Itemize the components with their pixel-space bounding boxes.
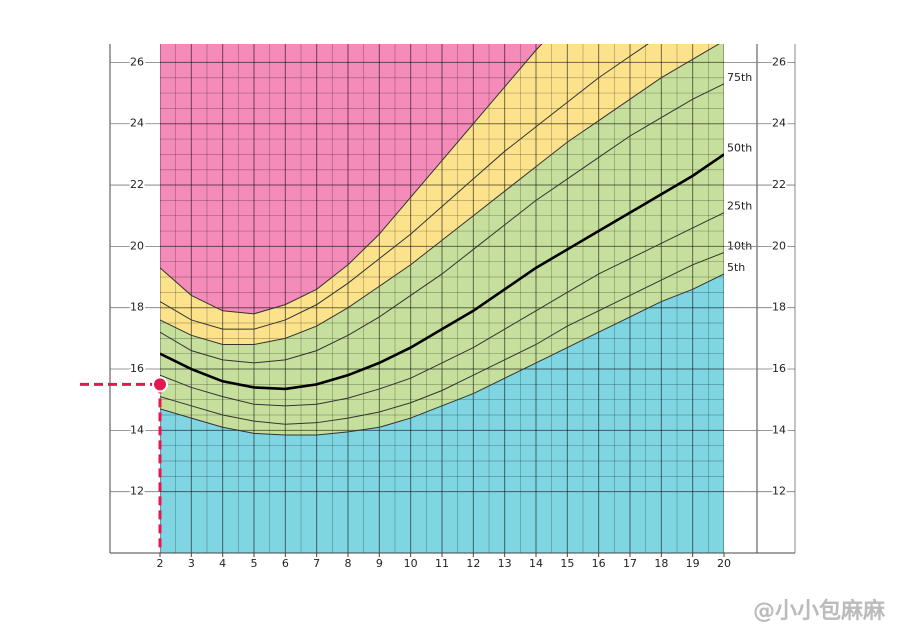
line-label: 50th <box>727 141 752 154</box>
percentile-line <box>160 44 720 345</box>
percentile-line <box>160 273 724 436</box>
x-tick-label: 2 <box>157 557 164 570</box>
x-tick-label: 7 <box>313 557 320 570</box>
y-tick-label: 24 <box>130 117 144 130</box>
x-tick-label: 19 <box>686 557 700 570</box>
y-tick-label-right: 22 <box>772 178 786 191</box>
y-tick-label-right: 20 <box>772 239 786 252</box>
x-tick-label: 15 <box>560 557 574 570</box>
percentile-line <box>160 44 543 315</box>
x-tick-label: 10 <box>404 557 418 570</box>
y-tick-label-right: 12 <box>772 485 786 498</box>
y-tick-label-right: 26 <box>772 55 786 68</box>
y-tick-label: 16 <box>130 362 144 375</box>
y-tick-label-right: 24 <box>772 117 786 130</box>
y-tick-label: 16 <box>130 362 144 375</box>
x-tick-label: 11 <box>435 557 449 570</box>
x-tick-label: 5 <box>251 557 258 570</box>
y-tick-label-right: 18 <box>772 301 786 314</box>
y-tick-label-right: 26 <box>772 55 786 68</box>
y-tick-label-right: 22 <box>772 178 786 191</box>
y-tick-label-right: 24 <box>772 117 786 130</box>
x-tick-label: 18 <box>654 557 668 570</box>
watermark: @小小包麻麻 <box>753 598 886 624</box>
y-tick-label: 22 <box>130 178 144 191</box>
x-tick-label: 20 <box>717 557 731 570</box>
line-label: 25th <box>727 200 752 213</box>
y-tick-label: 18 <box>130 301 144 314</box>
y-tick-label: 26 <box>130 55 144 68</box>
y-tick-label-right: 14 <box>772 423 786 436</box>
percentile-line <box>160 153 724 391</box>
line-label: 75th <box>727 71 752 84</box>
percentile-line <box>160 83 724 364</box>
y-tick-label: 12 <box>130 485 144 498</box>
x-tick-label: 13 <box>498 557 512 570</box>
plot-area <box>160 44 724 553</box>
marker-point <box>152 376 168 393</box>
x-tick-label: 16 <box>592 557 606 570</box>
y-tick-label-right: 20 <box>772 239 786 252</box>
y-tick-label: 20 <box>130 239 144 252</box>
y-tick-label-right: 16 <box>772 362 786 375</box>
x-tick-label: 12 <box>466 557 480 570</box>
x-tick-label: 4 <box>219 557 226 570</box>
y-tick-label: 14 <box>130 423 144 436</box>
x-tick-label: 3 <box>188 557 195 570</box>
y-tick-label: 12 <box>130 485 144 498</box>
y-tick-label-right: 18 <box>772 301 786 314</box>
x-tick-label: 6 <box>282 557 289 570</box>
y-tick-label: 24 <box>130 117 144 130</box>
x-tick-label: 17 <box>623 557 637 570</box>
y-tick-label: 14 <box>130 423 144 436</box>
x-tick-label: 14 <box>529 557 543 570</box>
x-tick-label: 9 <box>376 557 383 570</box>
y-tick-label: 18 <box>130 301 144 314</box>
percentile-line <box>160 212 724 407</box>
y-tick-label-right: 16 <box>772 362 786 375</box>
y-tick-label-right: 14 <box>772 423 786 436</box>
line-label: 5th <box>727 261 745 274</box>
percentile-line <box>160 252 724 425</box>
y-tick-label: 22 <box>130 178 144 191</box>
y-tick-label: 26 <box>130 55 144 68</box>
y-tick-label-right: 12 <box>772 485 786 498</box>
y-tick-label: 20 <box>130 239 144 252</box>
x-tick-label: 8 <box>345 557 352 570</box>
percentile-line <box>160 44 649 330</box>
